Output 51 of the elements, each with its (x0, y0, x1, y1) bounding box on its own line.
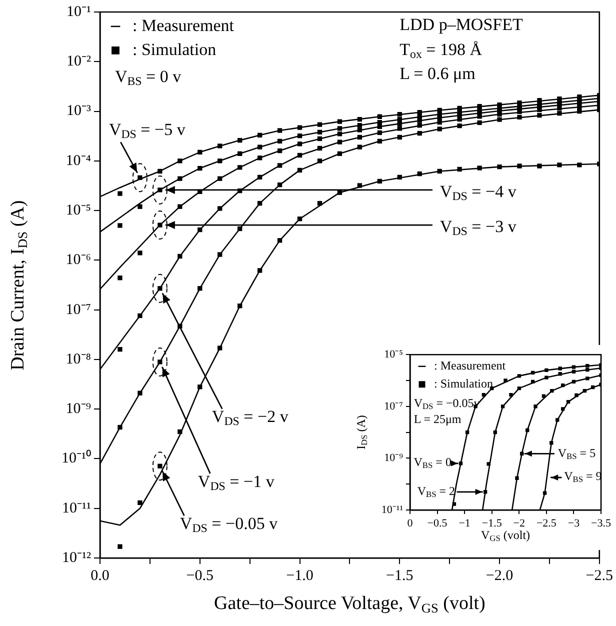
annotation: V$_{BS}$ = 0 (414, 455, 452, 471)
x-tick-label: −3.5 (591, 517, 612, 530)
x-tick-label: 0 (407, 517, 414, 530)
legend-label: : Measurement (434, 358, 506, 373)
legend-label: : Simulation (434, 376, 494, 391)
x-tick-label: −2.5 (536, 517, 557, 530)
annotation: L = 25μm (414, 412, 462, 426)
x-tick-label: −3 (568, 517, 580, 530)
annotation: LDD p–MOSFET (400, 15, 523, 34)
annotation: V$_{DS}$ = −2 v (212, 407, 288, 428)
x-tick-label: −2 (513, 517, 526, 530)
x-axis-title: V$_{GS}$ (volt) (480, 528, 532, 544)
x-tick-label: −2.5 (586, 568, 614, 584)
annotation: V$_{BS}$ = 2 (417, 484, 456, 500)
x-tick-label: −1.0 (286, 568, 314, 584)
legend-label: : Simulation (132, 40, 217, 59)
annotation: V$_{DS}$ = −0.05 v (180, 514, 278, 536)
y-tick-label: 10⁻⁴ (66, 152, 91, 169)
y-tick-label: 10⁻¹⁰ (62, 450, 91, 467)
y-tick-label: 10⁻¹¹ (62, 500, 91, 516)
annotation: V$_{DS}$ = −0.05v (414, 396, 480, 412)
y-tick-label: 10⁻⁶ (66, 252, 91, 268)
y-tick-label: 10⁻⁵ (384, 348, 404, 360)
annotation: T$_{ox}$ = 198 Å (400, 40, 482, 61)
x-tick-label: −1.5 (482, 517, 502, 530)
annotation: V$_{DS}$ = −1 v (198, 472, 274, 493)
x-tick-label: −0.5 (186, 568, 214, 584)
y-tick-label: 10⁻¹ (66, 4, 91, 20)
legend-label: : Measurement (132, 16, 234, 35)
annotation: L = 0.6 μm (400, 64, 476, 84)
y-tick-label: 10⁻⁹ (384, 452, 404, 464)
x-tick-label: −2.0 (486, 568, 514, 584)
y-tick-label: 10⁻³ (66, 103, 92, 120)
y-tick-label: 10⁻⁸ (66, 351, 91, 368)
annotation: V$_{BS}$ = 5 (558, 445, 596, 461)
annotation: V$_{BS}$ = 0 v (114, 66, 182, 88)
x-axis-title: Gate–to–Source Voltage, V$_{GS}$ (volt) (213, 593, 486, 616)
annotation: V$_{DS}$ = −5 v (108, 120, 186, 141)
y-tick-label: 10⁻² (66, 54, 92, 70)
y-tick-label: 10⁻⁷ (384, 400, 404, 412)
x-tick-label: −0.5 (427, 517, 448, 530)
y-tick-label: 10⁻⁹ (66, 401, 91, 418)
annotation: V$_{DS}$ = −4 v (440, 182, 516, 203)
x-tick-label: −1.5 (386, 568, 414, 584)
y-tick-label: 10⁻¹² (62, 550, 92, 566)
y-tick-label: 10⁻¹¹ (381, 504, 403, 516)
y-tick-label: 10⁻⁵ (66, 202, 91, 218)
x-tick-label: −1 (458, 517, 470, 530)
annotation: V$_{DS}$ = −3 v (440, 217, 516, 238)
y-tick-label: 10⁻⁷ (66, 302, 91, 318)
x-tick-label: 0.0 (90, 568, 110, 584)
